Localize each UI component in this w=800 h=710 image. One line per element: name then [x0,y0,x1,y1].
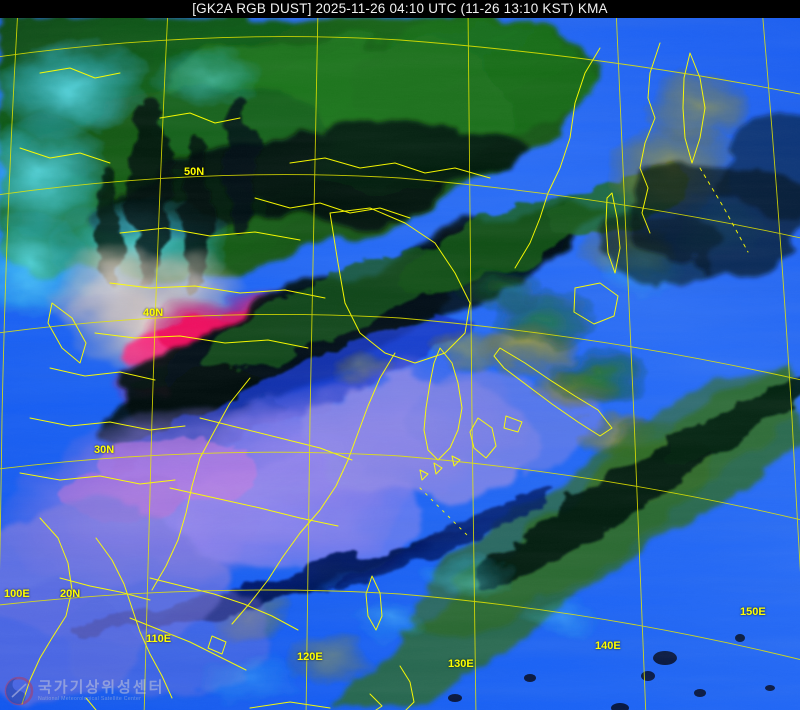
coastline-overlay [19,42,749,710]
latlon-grid [0,18,800,710]
satellite-image-canvas [0,18,800,710]
image-title-bar: [GK2A RGB DUST] 2025-11-26 04:10 UTC (11… [0,0,800,18]
sensor-grain [0,18,800,710]
rgb-dust-composite [0,18,800,710]
